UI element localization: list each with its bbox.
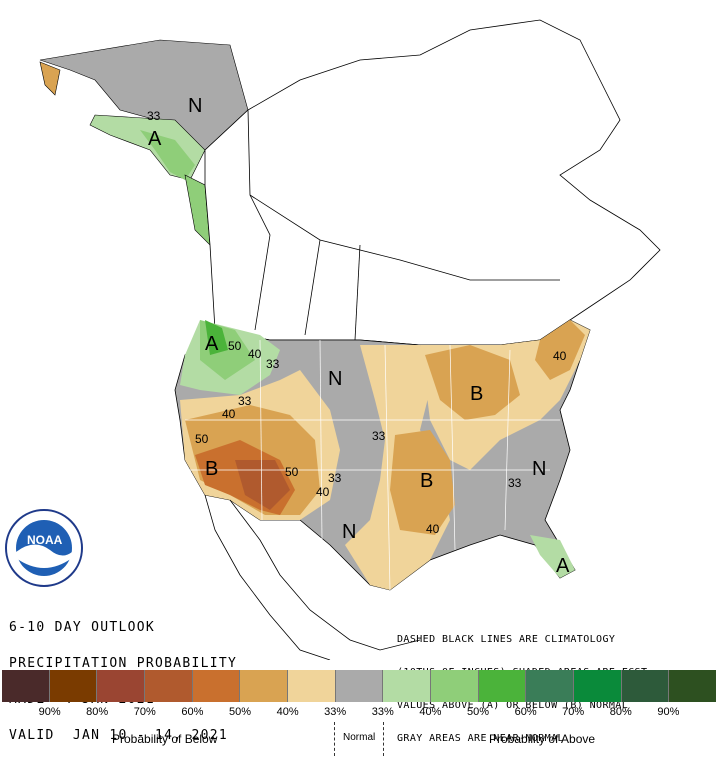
contour-33-central: 33 [372,429,386,443]
legend-swatch-4 [191,670,240,702]
contour-33-west: 33 [238,394,252,408]
label-b-mississippi: B [420,470,433,492]
contour-33-northwest: 33 [266,357,280,371]
noaa-logo: NOAA [5,509,83,587]
legend-tick-5: 40% [276,706,299,718]
legend-tick-6: 33% [324,706,347,718]
legend-swatch-1 [48,670,97,702]
contour-40-northeast: 40 [553,349,567,363]
legend-tick-8: 40% [419,706,442,718]
legend-tick-11: 70% [562,706,585,718]
normal-divider-right [383,722,384,756]
legend-tick-10: 60% [514,706,537,718]
legend-tick-1: 80% [86,706,109,718]
contour-50-northwest: 50 [228,339,242,353]
contour-50-southwest: 50 [285,465,299,479]
label-a-florida: A [556,555,570,577]
legend-swatch-8 [382,670,431,702]
contour-50-west: 50 [195,432,209,446]
legend-tick-7: 33% [371,706,394,718]
legend-tick-4: 50% [228,706,252,718]
label-n-central: N [328,368,342,390]
note-line-4: GRAY AREAS ARE NEAR-NORMAL [397,733,564,744]
legend-swatch-3 [144,670,192,702]
legend-tick-3: 60% [181,706,204,718]
legend-tick-0: 90% [38,706,61,718]
contour-40-northwest: 40 [248,347,262,361]
legend-tick-labels: 90% 80% 70% 60% 50% 40% 33% 33% 40% 50% 60% 70% 80% 9… [2,706,716,720]
normal-divider-left [334,722,335,756]
title-line-1: 6-10 DAY OUTLOOK [9,620,156,635]
note-line-1: DASHED BLACK LINES ARE CLIMATOLOGY [397,634,616,645]
map-labels: N A 33 A 50 40 33 N 33 40 50 B 50 33 40 … [147,95,570,577]
legend-swatch-7 [334,670,383,702]
title-line-4: VALID JAN 10 - 14, 2021 [9,728,229,743]
legend-swatch-11 [525,670,574,702]
label-a-northwest: A [205,333,219,355]
legend-swatch-5 [239,670,288,702]
label-b-greatlakes: B [470,383,483,405]
legend-swatch-12 [573,670,621,702]
label-n-alaska: N [188,95,202,117]
label-n-southeast: N [532,458,546,480]
label-b-southwest: B [205,458,218,480]
legend-caption-normal: Normal [343,732,376,743]
legend-swatch-9 [430,670,478,702]
legend-tick-12: 80% [609,706,632,718]
legend-swatch-13 [620,670,669,702]
note-line-3: VALUES ABOVE (A) OR BELOW (B) NORMAL [397,700,629,711]
label-n-south: N [342,521,356,543]
outlook-map: N A 33 A 50 40 33 N 33 40 50 B 50 33 40 … [5,19,661,660]
legend-swatch-14 [668,670,717,702]
mexico-outline [204,494,421,660]
legend-tick-2: 70% [133,706,156,718]
contour-33-southwest: 33 [328,471,342,485]
contour-40-southwest: 40 [316,485,330,499]
alaska-region [39,39,249,246]
legend-caption-below: Probability of Below [112,732,218,746]
contour-33-alaska: 33 [147,109,161,123]
legend-swatch-2 [96,670,145,702]
legend-tick-9: 50% [466,706,490,718]
legend-tick-13: 90% [657,706,680,718]
canada-outline [204,19,661,346]
legend-swatch-6 [287,670,335,702]
legend-swatch-0 [2,670,49,702]
contour-40-west: 40 [222,407,236,421]
contour-33-southeast: 33 [508,476,522,490]
legend-caption-above: Probability of Above [489,732,596,746]
legend-swatch-10 [477,670,526,702]
noaa-logo-text: NOAA [27,533,63,547]
state-boundaries [185,339,560,591]
contour-40-gulf: 40 [426,522,440,536]
legend-color-bar [2,670,717,702]
label-a-alaska: A [148,128,162,150]
title-line-2: PRECIPITATION PROBABILITY [9,656,238,671]
conus-region [174,319,591,591]
